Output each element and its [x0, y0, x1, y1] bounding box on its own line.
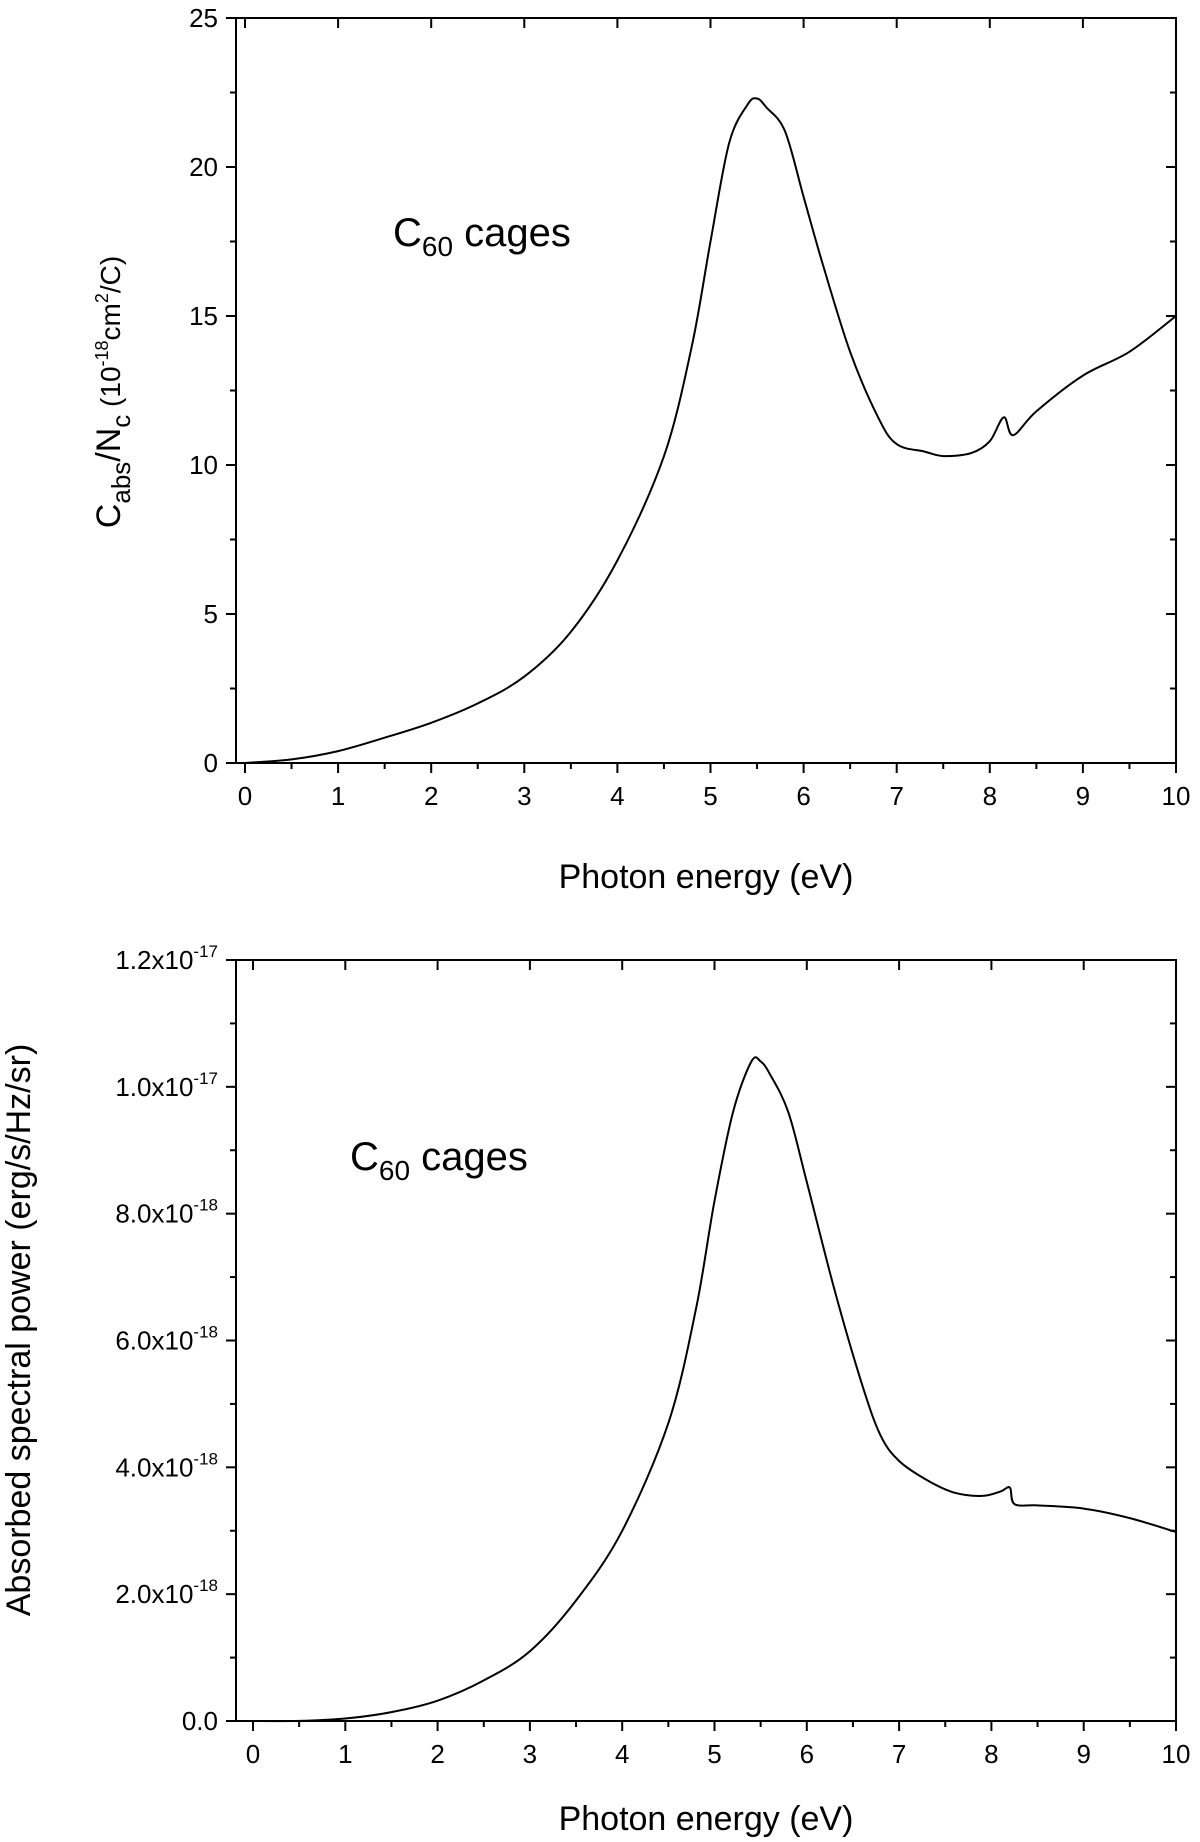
bottom-x-tick-label: 4: [615, 1739, 629, 1769]
top-y-tick-label: 0: [204, 748, 218, 778]
top-x-tick-label: 6: [796, 781, 810, 811]
bottom-y-axis-title: Absorbed spectral power (erg/s/Hz/sr): [0, 1044, 38, 1617]
bottom-annotation-main: C: [350, 1135, 379, 1179]
top-y-title-sub2: c: [106, 415, 136, 428]
top-x-tick-label: 10: [1162, 781, 1191, 811]
bottom-chart: 0 1 2 3 4 5 6 7 8 9 10 0.0 2.0x10-18 4.0x10-18 6.0x10…: [0, 942, 1190, 1838]
top-x-tick-label: 3: [517, 781, 531, 811]
bottom-y-tick-label: 1.2x10-17: [115, 942, 218, 975]
bottom-series-line: [252, 1056, 1177, 1723]
bottom-x-tick-label: 7: [892, 1739, 906, 1769]
top-annotation-post: cages: [453, 211, 571, 255]
top-series-line: [244, 97, 1177, 764]
top-x-tick-label: 9: [1076, 781, 1090, 811]
top-y-title-unit-exp2: 2: [92, 293, 112, 303]
top-plot-frame: [235, 17, 1177, 764]
bottom-annotation-post: cages: [410, 1135, 528, 1179]
bottom-y-tick-label: 2.0x10-18: [115, 1576, 218, 1609]
top-x-tick-label: 2: [424, 781, 438, 811]
bottom-x-tick-label: 0: [246, 1739, 260, 1769]
top-x-ticks: 0 1 2 3 4 5 6 7 8 9 10: [238, 18, 1191, 811]
top-annotation-main: C: [393, 211, 422, 255]
top-x-tick-label: 8: [983, 781, 997, 811]
bottom-y-ticks: 0.0 2.0x10-18 4.0x10-18 6.0x10-18 8.0x10-18 1…: [115, 942, 1176, 1736]
top-y-ticks: 0 5 10 15 20 25: [189, 3, 1176, 778]
top-y-title-unit-exp: -18: [92, 340, 112, 366]
top-y-title-unit-mid: cm: [95, 303, 126, 340]
top-x-axis-title: Photon energy (eV): [559, 858, 854, 896]
top-chart: 0 1 2 3 4 5 6 7 8 9 10 0 5 10 15 20 25 Photon energy (e…: [90, 3, 1190, 896]
bottom-x-tick-label: 8: [984, 1739, 998, 1769]
top-y-title-mid: /N: [90, 428, 128, 462]
top-y-axis-title: Cabs/Nc (10-18cm2/C): [90, 256, 136, 528]
top-x-tick-label: 4: [610, 781, 624, 811]
bottom-y-tick-label: 6.0x10-18: [115, 1323, 218, 1356]
top-x-tick-label: 7: [889, 781, 903, 811]
bottom-x-tick-label: 9: [1076, 1739, 1090, 1769]
bottom-x-tick-label: 10: [1162, 1739, 1191, 1769]
bottom-annotation: C60 cages: [350, 1135, 528, 1186]
bottom-x-tick-label: 5: [707, 1739, 721, 1769]
top-y-title-unit-pre: (10: [95, 366, 126, 414]
top-y-title-main: C: [90, 504, 128, 529]
top-y-title-sub1: abs: [106, 462, 136, 504]
top-y-title-unit-post: /C): [95, 256, 126, 293]
bottom-plot-frame: [235, 959, 1177, 1722]
bottom-x-tick-label: 6: [800, 1739, 814, 1769]
bottom-y-tick-label: 8.0x10-18: [115, 1196, 218, 1229]
top-y-tick-label: 15: [189, 301, 218, 331]
top-y-tick-label: 25: [189, 3, 218, 33]
bottom-x-ticks: 0 1 2 3 4 5 6 7 8 9 10: [246, 960, 1191, 1769]
bottom-x-tick-label: 3: [523, 1739, 537, 1769]
top-x-tick-label: 1: [331, 781, 345, 811]
top-x-tick-label: 5: [703, 781, 717, 811]
bottom-y-tick-label: 1.0x10-17: [115, 1069, 218, 1102]
bottom-y-tick-label: 0.0: [182, 1706, 218, 1736]
top-y-tick-label: 10: [189, 450, 218, 480]
top-y-tick-label: 20: [189, 152, 218, 182]
bottom-x-tick-label: 2: [430, 1739, 444, 1769]
top-annotation-sub: 60: [422, 231, 453, 262]
top-annotation: C60 cages: [393, 211, 571, 262]
bottom-y-tick-label: 4.0x10-18: [115, 1449, 218, 1482]
top-x-tick-label: 0: [238, 781, 252, 811]
top-y-tick-label: 5: [204, 599, 218, 629]
bottom-x-tick-label: 1: [338, 1739, 352, 1769]
bottom-x-axis-title: Photon energy (eV): [559, 1800, 854, 1838]
bottom-annotation-sub: 60: [379, 1155, 410, 1186]
